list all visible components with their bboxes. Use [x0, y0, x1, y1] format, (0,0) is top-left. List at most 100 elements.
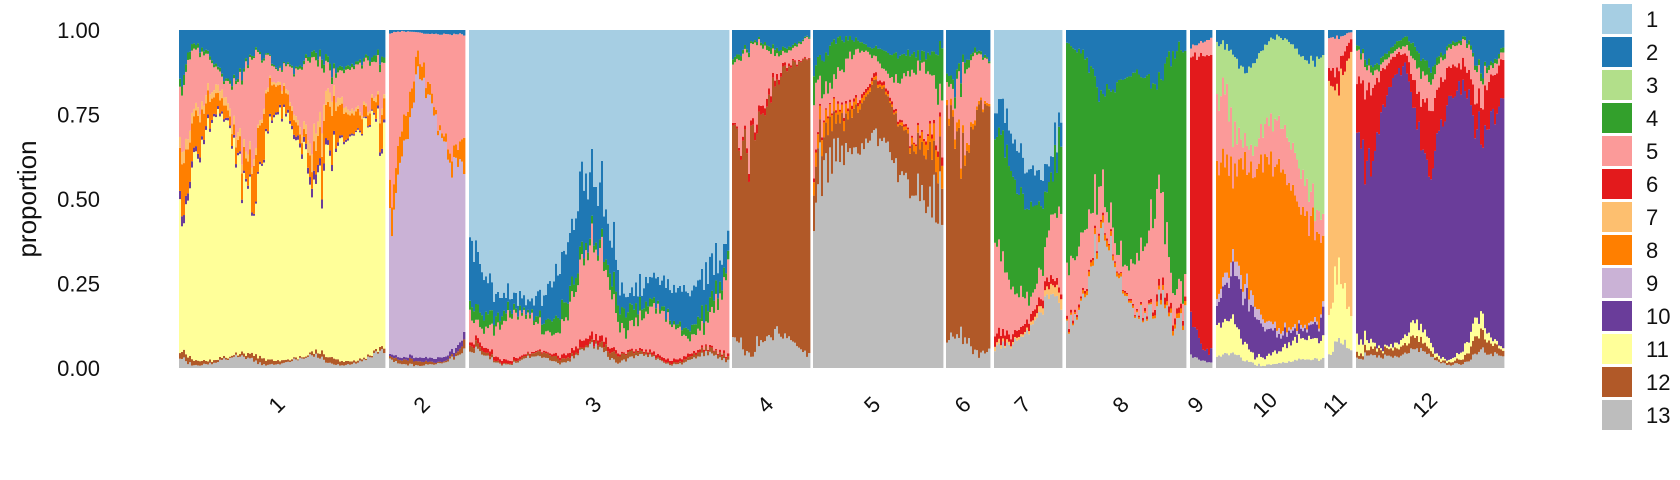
bar-segment-group3-k5	[701, 321, 704, 346]
bar-segment-group12-k5	[1450, 48, 1453, 68]
bar-segment-group12-k6	[1390, 59, 1393, 87]
bar-segment-group8-k13	[1138, 318, 1141, 368]
bar-segment-group1-k11	[313, 179, 316, 354]
bar-segment-group12-k13	[1448, 364, 1451, 368]
bar-segment-group12-k13	[1482, 347, 1485, 368]
bar-segment-group1-k8	[353, 115, 356, 135]
bar-segment-group2-k10	[433, 358, 436, 363]
bar-segment-group8-k5	[1142, 251, 1145, 318]
bar-segment-group4-k13	[760, 340, 763, 368]
bar-segment-group1-k2	[245, 30, 248, 59]
bar-segment-group12-k2	[1364, 30, 1367, 60]
bar-segment-group1-k7	[189, 130, 192, 143]
bar-segment-group3-k6	[631, 348, 634, 351]
bar-segment-group1-k10	[353, 134, 356, 136]
bar-segment-group3-k1	[475, 30, 478, 241]
bar-segment-group3-k13	[525, 358, 528, 368]
bar-segment-group12-k6	[1362, 80, 1365, 140]
bar-segment-group12-k10	[1362, 139, 1365, 345]
bar-segment-group3-k12	[679, 361, 682, 364]
bar-segment-group12-k6	[1440, 77, 1443, 120]
bar-segment-group7-k13	[994, 351, 997, 368]
bar-segment-group10-k13	[1268, 364, 1271, 368]
bar-segment-group8-k5	[1128, 270, 1131, 300]
bar-segment-group10-k11	[1250, 351, 1253, 362]
bar-segment-group12-k2	[1368, 30, 1371, 59]
bar-segment-group8-k2	[1162, 30, 1165, 81]
bar-segment-group12-k13	[1402, 354, 1405, 368]
bar-segment-group1-k4	[287, 62, 290, 65]
bar-segment-group4-k13	[738, 342, 741, 368]
bar-segment-group5-k5	[851, 59, 854, 106]
bar-segment-group4-k2	[746, 30, 749, 50]
bar-segment-group4-k4	[734, 56, 737, 63]
bar-segment-group1-k8	[197, 115, 200, 154]
bar-segment-group12-k4	[1366, 64, 1369, 71]
bar-segment-group12-k5	[1404, 46, 1407, 54]
bar-segment-group2-k13	[405, 364, 408, 368]
bar-segment-group5-k5	[877, 61, 880, 82]
bar-segment-group12-k12	[1408, 343, 1411, 354]
bar-segment-group8-k13	[1096, 258, 1099, 368]
bar-segment-group12-k12	[1428, 348, 1431, 354]
bar-segment-group11-k6	[1338, 71, 1341, 96]
bar-segment-group10-k8	[1234, 163, 1237, 262]
bar-segment-group4-k4	[762, 44, 765, 49]
bar-segment-group12-k13	[1382, 358, 1385, 368]
bar-segment-group8-k13	[1120, 276, 1123, 368]
bar-segment-group3-k12	[727, 356, 730, 360]
bar-segment-group11-k6	[1328, 68, 1331, 81]
bar-segment-group4-k6	[780, 72, 783, 77]
bar-segment-group3-k13	[677, 364, 680, 368]
bar-segment-group3-k13	[489, 359, 492, 368]
bar-segment-group1-k10	[195, 146, 198, 152]
group-panel-5	[813, 30, 944, 368]
bar-segment-group8-k2	[1106, 30, 1109, 84]
bar-segment-group2-k8	[417, 50, 420, 67]
bar-segment-group1-k10	[307, 167, 310, 174]
bar-segment-group5-k5	[869, 54, 872, 84]
bar-segment-group9-k10	[1190, 311, 1193, 355]
bar-segment-group12-k5	[1416, 68, 1419, 94]
bar-segment-group1-k10	[367, 126, 370, 128]
bar-segment-group3-k4	[533, 320, 536, 326]
bar-segment-group3-k4	[489, 310, 492, 325]
bar-segment-group11-k6	[1334, 77, 1337, 91]
bar-segment-group12-k4	[1406, 36, 1409, 46]
bar-segment-group3-k1	[471, 30, 474, 241]
bar-segment-group12-k4	[1396, 41, 1399, 50]
bar-segment-group12-k2	[1450, 30, 1453, 44]
bar-segment-group10-k10	[1220, 297, 1223, 328]
bar-segment-group11-k5	[1336, 35, 1339, 68]
bar-segment-group10-k5	[1290, 149, 1293, 191]
bar-segment-group12-k2	[1360, 30, 1363, 54]
bar-segment-group3-k5	[707, 322, 710, 350]
bar-segment-group8-k13	[1070, 314, 1073, 368]
bar-segment-group12-k13	[1424, 351, 1427, 368]
bar-segment-group8-k8	[1070, 312, 1073, 315]
bar-segment-group8-k4	[1112, 89, 1115, 228]
bar-segment-group3-k5	[605, 269, 608, 338]
bar-segment-group3-k1	[503, 30, 506, 293]
bar-segment-group1-k2	[323, 30, 326, 65]
bar-segment-group12-k2	[1424, 30, 1427, 61]
bar-segment-group10-k5	[1286, 137, 1289, 186]
bar-segment-group7-k1	[998, 30, 1001, 100]
bar-segment-group7-k4	[1054, 144, 1057, 214]
bar-segment-group2-k8	[397, 145, 400, 175]
bar-segment-group1-k13	[271, 363, 274, 368]
bar-segment-group10-k2	[1280, 30, 1283, 38]
bar-segment-group3-k12	[597, 345, 600, 350]
bar-segment-group10-k2	[1246, 30, 1249, 73]
bar-segment-group3-k13	[645, 354, 648, 368]
bar-segment-group10-k9	[1222, 277, 1225, 287]
bar-segment-group3-k2	[709, 256, 712, 298]
bar-segment-group1-k2	[197, 30, 200, 44]
bar-segment-group12-k13	[1380, 357, 1383, 368]
bar-segment-group3-k1	[577, 30, 580, 212]
bar-segment-group12-k12	[1488, 340, 1491, 355]
bar-segment-group2-k2	[397, 30, 400, 32]
bar-segment-group2-k13	[401, 364, 404, 368]
bar-segment-group12-k6	[1406, 55, 1409, 74]
bar-segment-group5-k6	[907, 127, 910, 130]
